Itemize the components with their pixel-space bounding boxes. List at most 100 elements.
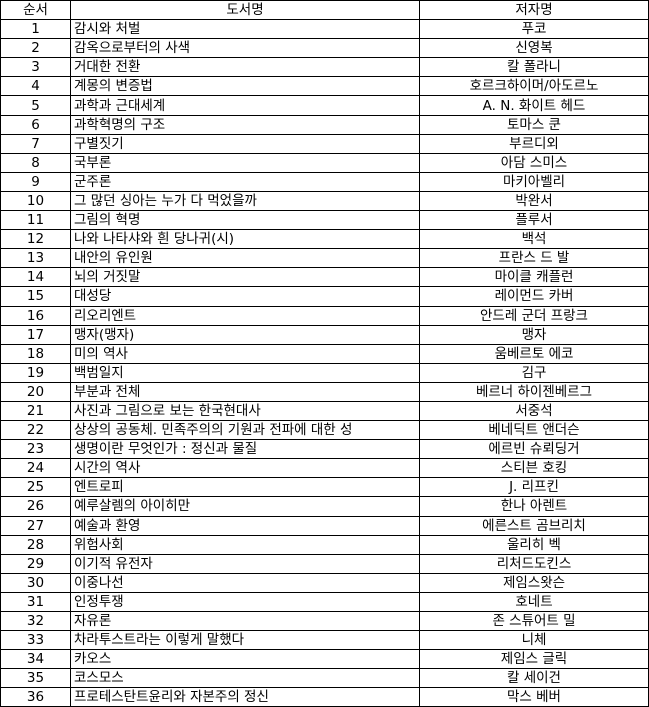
cell-no[interactable]: 14	[0, 267, 71, 288]
cell-title[interactable]: 내안의 유인원	[70, 248, 420, 269]
cell-no[interactable]: 3	[0, 57, 71, 78]
cell-no[interactable]: 24	[0, 458, 71, 479]
cell-title[interactable]: 거대한 전환	[70, 57, 420, 78]
cell-author[interactable]: 스티븐 호킹	[419, 458, 649, 479]
cell-title[interactable]: 엔트로피	[70, 477, 420, 498]
cell-title[interactable]: 계몽의 변증법	[70, 76, 420, 97]
cell-title[interactable]: 맹자(맹자)	[70, 324, 420, 345]
cell-author[interactable]: 존 스튜어트 밀	[419, 610, 649, 632]
cell-no[interactable]: 13	[0, 248, 71, 269]
cell-author[interactable]: 베르너 하이젠베르그	[419, 381, 649, 402]
cell-title[interactable]: 그 많던 싱아는 누가 다 먹었을까	[70, 190, 420, 212]
cell-title[interactable]: 감시와 처벌	[70, 19, 420, 40]
cell-no[interactable]: 1	[0, 19, 71, 40]
cell-author[interactable]: 서중석	[419, 400, 649, 422]
cell-title[interactable]: 그림의 혁명	[70, 210, 420, 231]
cell-author[interactable]: 플루서	[419, 210, 649, 231]
cell-title[interactable]: 예술과 환영	[70, 515, 420, 536]
cell-author[interactable]: 칼 폴라니	[419, 57, 649, 78]
cell-title[interactable]: 인정투쟁	[70, 591, 420, 613]
cell-author[interactable]: 레이먼드 카버	[419, 286, 649, 307]
cell-author[interactable]: 신영복	[419, 38, 649, 59]
cell-no[interactable]: 2	[0, 38, 71, 59]
cell-author[interactable]: 김구	[419, 362, 649, 383]
header-title[interactable]: 도서명	[70, 0, 420, 21]
cell-title[interactable]: 카오스	[70, 649, 420, 670]
cell-title[interactable]: 군주론	[70, 171, 420, 192]
cell-author[interactable]: 푸코	[419, 19, 649, 40]
cell-title[interactable]: 예루살렘의 아이히만	[70, 496, 420, 517]
cell-author[interactable]: 토마스 쿤	[419, 114, 649, 135]
cell-no[interactable]: 32	[0, 610, 71, 632]
cell-title[interactable]: 백범일지	[70, 362, 420, 383]
cell-title[interactable]: 구별짓기	[70, 133, 420, 154]
cell-title[interactable]: 시간의 역사	[70, 458, 420, 479]
cell-no[interactable]: 29	[0, 553, 71, 574]
cell-author[interactable]: 칼 세이건	[419, 668, 649, 689]
cell-title[interactable]: 부분과 전체	[70, 381, 420, 402]
cell-title[interactable]: 나와 나타샤와 흰 당나귀(시)	[70, 229, 420, 250]
cell-title[interactable]: 과학혁명의 구조	[70, 114, 420, 135]
cell-no[interactable]: 28	[0, 534, 71, 555]
cell-title[interactable]: 사진과 그림으로 보는 한국현대사	[70, 400, 420, 422]
cell-no[interactable]: 26	[0, 496, 71, 517]
cell-no[interactable]: 20	[0, 381, 71, 402]
cell-author[interactable]: 부르디외	[419, 133, 649, 154]
cell-no[interactable]: 36	[0, 687, 71, 707]
cell-no[interactable]: 25	[0, 477, 71, 498]
cell-no[interactable]: 12	[0, 229, 71, 250]
cell-no[interactable]: 22	[0, 420, 71, 441]
cell-no[interactable]: 10	[0, 190, 71, 212]
cell-no[interactable]: 23	[0, 439, 71, 460]
cell-no[interactable]: 19	[0, 362, 71, 383]
cell-no[interactable]: 4	[0, 76, 71, 97]
cell-title[interactable]: 이기적 유전자	[70, 553, 420, 574]
cell-author[interactable]: 마키아벨리	[419, 171, 649, 192]
cell-no[interactable]: 7	[0, 133, 71, 154]
cell-author[interactable]: 프란스 드 발	[419, 248, 649, 269]
cell-title[interactable]: 미의 역사	[70, 343, 420, 364]
cell-author[interactable]: A. N. 화이트 헤드	[419, 95, 649, 116]
cell-title[interactable]: 이중나선	[70, 572, 420, 593]
cell-no[interactable]: 17	[0, 324, 71, 345]
cell-no[interactable]: 30	[0, 572, 71, 593]
cell-author[interactable]: 백석	[419, 229, 649, 250]
cell-author[interactable]: 박완서	[419, 190, 649, 212]
cell-no[interactable]: 9	[0, 171, 71, 192]
cell-no[interactable]: 8	[0, 152, 71, 173]
cell-author[interactable]: 에른스트 곰브리치	[419, 515, 649, 536]
cell-no[interactable]: 11	[0, 210, 71, 231]
cell-title[interactable]: 위험사회	[70, 534, 420, 555]
cell-title[interactable]: 차라투스트라는 이렇게 말했다	[70, 630, 420, 651]
cell-title[interactable]: 상상의 공동체. 민족주의의 기원과 전파에 대한 성	[70, 420, 420, 441]
cell-author[interactable]: 한나 아렌트	[419, 496, 649, 517]
cell-author[interactable]: 마이클 캐플런	[419, 267, 649, 288]
cell-no[interactable]: 5	[0, 95, 71, 116]
cell-title[interactable]: 감옥으로부터의 사색	[70, 38, 420, 59]
cell-title[interactable]: 대성당	[70, 286, 420, 307]
cell-no[interactable]: 31	[0, 591, 71, 613]
cell-no[interactable]: 16	[0, 305, 71, 326]
cell-no[interactable]: 34	[0, 649, 71, 670]
cell-no[interactable]: 15	[0, 286, 71, 307]
cell-author[interactable]: 호네트	[419, 591, 649, 613]
header-author[interactable]: 저자명	[419, 0, 649, 21]
cell-no[interactable]: 35	[0, 668, 71, 689]
header-no[interactable]: 순서	[0, 0, 71, 21]
cell-title[interactable]: 과학과 근대세계	[70, 95, 420, 116]
cell-no[interactable]: 33	[0, 630, 71, 651]
cell-author[interactable]: 막스 베버	[419, 687, 649, 707]
cell-title[interactable]: 코스모스	[70, 668, 420, 689]
cell-author[interactable]: 제임스왓슨	[419, 572, 649, 593]
cell-author[interactable]: 에르빈 슈뢰딩거	[419, 439, 649, 460]
cell-author[interactable]: 리처드도킨스	[419, 553, 649, 574]
cell-title[interactable]: 생명이란 무엇인가 : 정신과 물질	[70, 439, 420, 460]
cell-author[interactable]: 안드레 군더 프랑크	[419, 305, 649, 326]
cell-title[interactable]: 뇌의 거짓말	[70, 267, 420, 288]
cell-author[interactable]: 제임스 글릭	[419, 649, 649, 670]
cell-author[interactable]: 움베르토 에코	[419, 343, 649, 364]
cell-author[interactable]: 니체	[419, 630, 649, 651]
cell-title[interactable]: 프로테스탄트윤리와 자본주의 정신	[70, 687, 420, 707]
cell-title[interactable]: 국부론	[70, 152, 420, 173]
cell-no[interactable]: 27	[0, 515, 71, 536]
